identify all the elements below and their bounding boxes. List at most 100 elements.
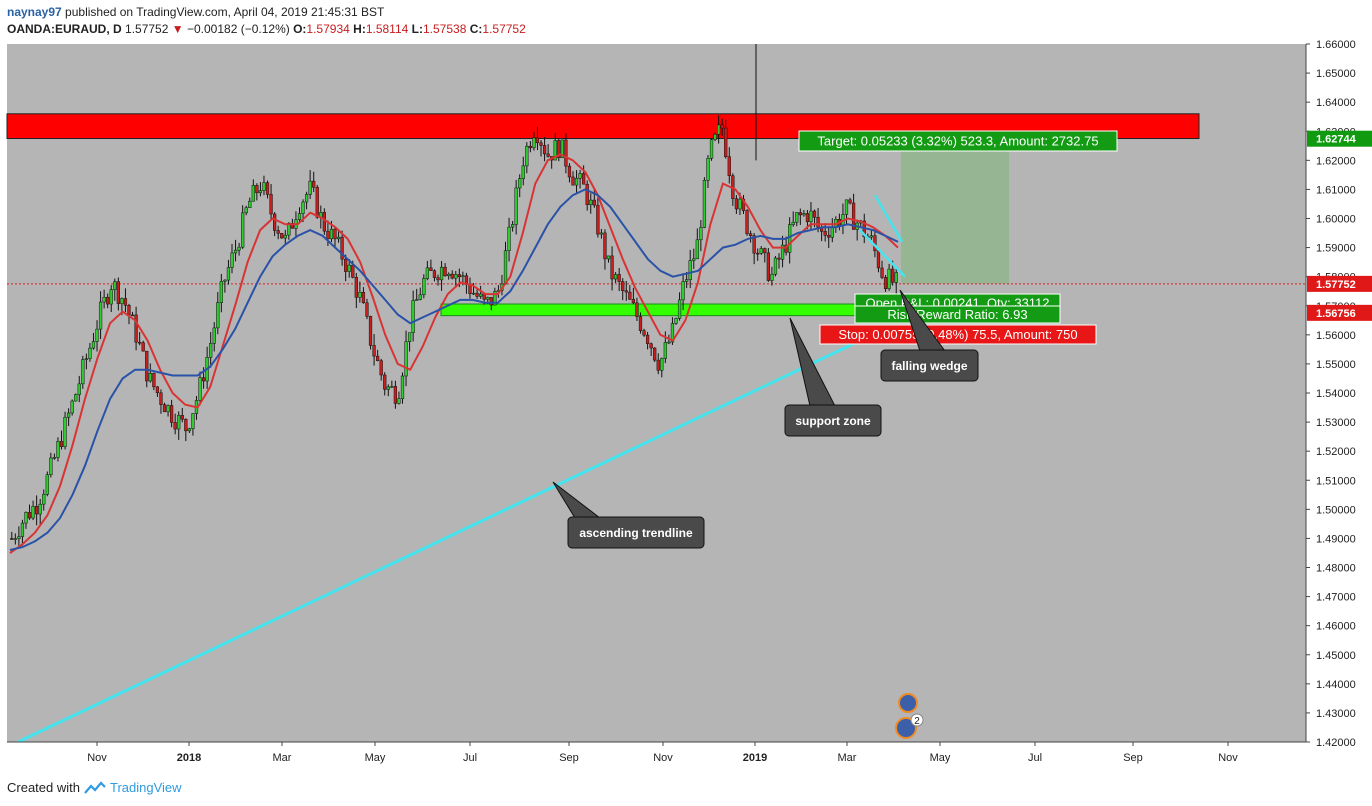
candle-body	[376, 355, 380, 361]
candle-body	[489, 297, 493, 306]
ma-fast-line	[9, 153, 899, 554]
candle-body	[397, 398, 401, 404]
candle-body	[66, 412, 71, 418]
stop-label[interactable]: Stop: 0.00755 (0.48%) 75.5, Amount: 750	[819, 324, 1097, 345]
candle-body	[479, 293, 483, 297]
candle-body	[63, 416, 67, 447]
candle-body	[585, 183, 589, 206]
candle-body	[351, 264, 355, 278]
candle-body	[31, 506, 35, 519]
candle-body	[358, 291, 362, 298]
candle-body	[230, 252, 234, 268]
close-value: 1.57752	[482, 22, 526, 36]
target-zone[interactable]	[901, 138, 1009, 284]
last-price: 1.57752	[125, 22, 169, 36]
price-tick-label: 1.64000	[1316, 97, 1356, 109]
candle-body	[670, 323, 675, 343]
time-tick-label: 2019	[743, 752, 767, 764]
support-zone-callout[interactable]: support zone	[784, 317, 882, 437]
candle-body	[106, 296, 110, 305]
candle-body	[798, 212, 802, 216]
event-flag-icon[interactable]	[898, 693, 918, 713]
time-tick-label: May	[930, 752, 951, 764]
ascending-trendline[interactable]	[17, 339, 861, 744]
falling-wedge-callout[interactable]: falling wedge	[880, 289, 979, 382]
candle-body	[702, 180, 707, 228]
candle-body	[738, 198, 742, 210]
candle-body	[138, 341, 142, 344]
price-tick-label: 1.66000	[1316, 39, 1356, 51]
candle-body	[386, 386, 390, 390]
candle-body	[336, 236, 341, 240]
open-value: 1.57934	[306, 22, 350, 36]
candle-body	[276, 230, 280, 234]
candle-body	[823, 231, 827, 236]
candle-body	[45, 474, 49, 495]
price-tick-label: 1.46000	[1316, 621, 1356, 633]
candle-body	[869, 235, 873, 238]
candle-body	[503, 250, 508, 285]
candle-body	[333, 228, 337, 240]
price-tick-label: 1.51000	[1316, 475, 1356, 487]
target-label[interactable]: Target: 0.05233 (3.32%) 523.3, Amount: 2…	[798, 130, 1118, 152]
candle-body	[816, 216, 820, 228]
candle-body	[251, 185, 255, 202]
candle-body	[844, 199, 849, 215]
price-tick-label: 1.49000	[1316, 533, 1356, 545]
candle-body	[102, 296, 106, 303]
candle-body	[272, 213, 277, 231]
price-tick-label: 1.55000	[1316, 359, 1356, 371]
candle-body	[621, 281, 625, 291]
candle-body	[542, 145, 547, 155]
candle-body	[432, 270, 437, 278]
candle-body	[887, 268, 891, 289]
candle-body	[24, 512, 28, 524]
candle-body	[613, 274, 618, 280]
price-axis-bg[interactable]	[1306, 44, 1372, 742]
candle-body	[322, 212, 326, 232]
candle-body	[745, 210, 749, 235]
candle-body	[177, 415, 181, 430]
candle-body	[425, 267, 429, 279]
candle-body	[468, 284, 472, 294]
time-axis: Nov 2018 Mar May Jul Sep Nov 2019 Mar May Jul Sep No…	[7, 741, 1306, 768]
time-tick-label: Jul	[463, 752, 477, 764]
price-tick-label: 1.48000	[1316, 563, 1356, 575]
candle-body	[567, 165, 572, 178]
trendline-callout[interactable]: ascending trendline	[552, 481, 705, 549]
author-name[interactable]: naynay97	[7, 5, 62, 19]
candle-body	[851, 202, 856, 230]
candle-body	[685, 279, 689, 282]
candle-body	[237, 246, 241, 251]
support-zone-callout-box	[784, 404, 882, 437]
candle-body	[525, 145, 529, 167]
candle-body	[812, 210, 817, 218]
candle-body	[521, 165, 525, 179]
publish-line: naynay97 published on TradingView.com, A…	[7, 4, 526, 21]
candle-body	[152, 372, 156, 388]
candle-body	[720, 124, 724, 129]
candle-body	[571, 176, 575, 186]
price-tick-label: 1.42000	[1316, 737, 1356, 749]
candle-body	[265, 182, 270, 195]
tradingview-brand[interactable]: TradingView	[109, 780, 182, 795]
candle-body	[617, 274, 621, 282]
candle-body	[763, 248, 767, 254]
candle-body	[599, 232, 604, 235]
risk-reward-label[interactable]: Risk/Reward Ratio: 6.93	[854, 305, 1061, 324]
candle-body	[74, 394, 78, 402]
wedge-upper-line[interactable]	[873, 194, 904, 243]
candle-body	[216, 302, 220, 329]
target-label-text: Target: 0.05233 (3.32%) 523.3, Amount: 2…	[817, 134, 1098, 149]
candle-body	[27, 512, 32, 519]
support-zone[interactable]	[440, 303, 862, 317]
time-axis-bg[interactable]	[7, 742, 1306, 768]
candle-body	[116, 281, 120, 304]
candle-body	[326, 230, 330, 240]
wedge-lower-line[interactable]	[859, 229, 906, 278]
trendline-callout-box	[567, 516, 705, 549]
plot-area[interactable]	[7, 44, 1306, 742]
candle-body	[304, 194, 309, 203]
event-flag-icon[interactable]	[895, 717, 917, 739]
